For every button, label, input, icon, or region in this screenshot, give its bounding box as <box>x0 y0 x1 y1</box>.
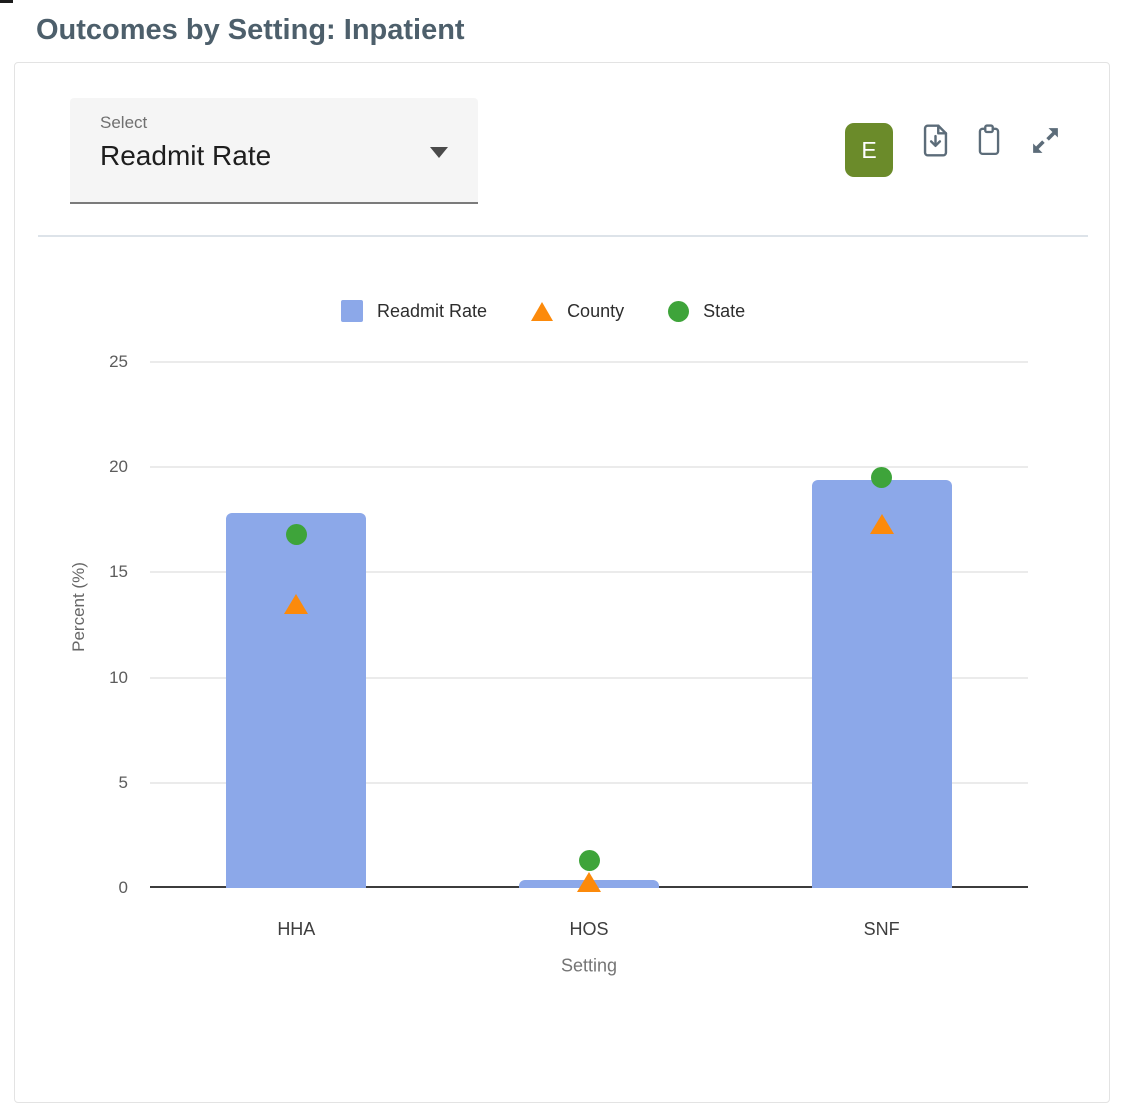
y-tick-label-0: 0 <box>118 878 128 897</box>
legend-circle-icon <box>668 300 690 322</box>
gridline-15 <box>150 571 1028 574</box>
file-download-icon <box>922 123 949 157</box>
x-tick-label-SNF: SNF <box>863 919 900 939</box>
legend-square-icon <box>341 300 363 322</box>
y-tick-label-20: 20 <box>109 457 128 477</box>
clipboard-icon <box>976 124 1002 156</box>
marker-state-HHA[interactable] <box>285 524 307 546</box>
y-tick-label-10: 10 <box>109 667 128 687</box>
x-tick-label-HHA: HHA <box>277 919 316 939</box>
marker-state-HOS[interactable] <box>578 850 600 872</box>
fullscreen-button[interactable] <box>1024 119 1066 161</box>
marker-county-HHA[interactable] <box>284 593 309 614</box>
gridline-5 <box>150 781 1028 784</box>
marker-county-HOS[interactable] <box>577 871 601 892</box>
chevron-down-icon <box>430 147 448 158</box>
page-title: Outcomes by Setting: Inpatient <box>36 14 465 46</box>
x-axis-title: Setting <box>560 955 618 976</box>
download-button[interactable] <box>914 119 956 161</box>
gridline-10 <box>150 676 1028 679</box>
screen-corner-artifact <box>0 0 13 3</box>
metric-select[interactable]: Select Readmit Rate <box>70 98 478 204</box>
chart-legend: Readmit Rate County State <box>341 300 745 322</box>
divider <box>38 235 1088 237</box>
gridline-20 <box>150 466 1028 469</box>
copy-to-clipboard-button[interactable] <box>968 119 1010 161</box>
y-tick-label-15: 15 <box>109 562 128 582</box>
bar-SNF[interactable] <box>811 479 952 888</box>
legend-triangle-icon <box>531 301 554 321</box>
expand-icon <box>1029 124 1062 157</box>
legend-item-state: State <box>668 300 746 322</box>
bar-HHA[interactable] <box>226 513 367 888</box>
legend-item-county: County <box>531 301 624 322</box>
gridline-25 <box>150 361 1028 363</box>
metric-select-label: Select <box>100 113 148 132</box>
legend-item-readmit-rate: Readmit Rate <box>341 300 487 322</box>
marker-county-SNF[interactable] <box>869 514 894 534</box>
legend-label: Readmit Rate <box>377 300 488 321</box>
metric-select-value: Readmit Rate <box>100 140 272 171</box>
y-tick-label-5: 5 <box>118 772 128 792</box>
export-button[interactable]: E <box>845 123 893 177</box>
marker-state-SNF[interactable] <box>871 467 893 489</box>
legend-label: State <box>703 300 746 321</box>
x-tick-label-HOS: HOS <box>569 919 609 939</box>
y-tick-label-25: 25 <box>109 352 128 371</box>
y-axis-title: Percent (%) <box>69 562 88 652</box>
legend-label: County <box>567 300 625 321</box>
